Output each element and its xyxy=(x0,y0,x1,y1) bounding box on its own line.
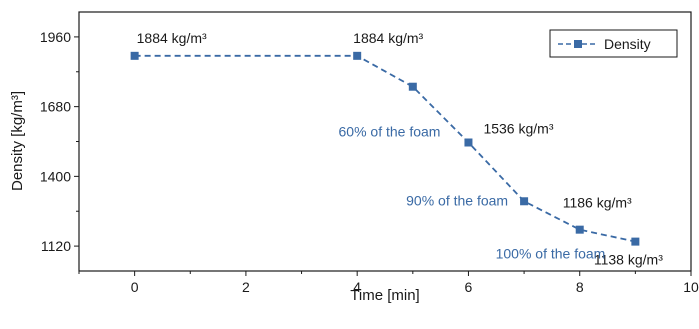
data-point-marker xyxy=(130,51,139,60)
legend: Density xyxy=(549,29,678,58)
data-point-marker xyxy=(631,237,640,246)
legend-label: Density xyxy=(604,36,651,52)
data-label: 1536 kg/m³ xyxy=(483,120,553,136)
series-line-group xyxy=(134,54,636,243)
annotations: 60% of the foam 90% of the foam 100% of th… xyxy=(339,123,606,261)
data-point-marker xyxy=(520,197,529,206)
series-markers xyxy=(130,51,640,246)
data-point-marker xyxy=(464,138,473,147)
x-axis-title: Time [min] xyxy=(350,287,419,304)
axis-ticks xyxy=(74,36,692,276)
data-labels: 1884 kg/m³ 1884 kg/m³ 1536 kg/m³ 1186 kg/m³… xyxy=(137,30,664,268)
x-tick-label-10: 10 xyxy=(683,279,699,295)
data-point-marker xyxy=(353,51,362,60)
density-series-line xyxy=(134,54,636,243)
y-axis-title: Density [kg/m³] xyxy=(9,91,26,191)
data-label: 1138 kg/m³ xyxy=(594,252,663,268)
x-tick-label-6: 6 xyxy=(465,279,473,295)
data-label: 1884 kg/m³ xyxy=(353,30,423,46)
legend-marker xyxy=(574,40,582,48)
x-tick-label-8: 8 xyxy=(576,279,584,295)
data-label: 1884 kg/m³ xyxy=(137,30,207,46)
x-tick-label-4: 4 xyxy=(353,279,361,295)
legend-box xyxy=(549,29,678,58)
y-tick-label-1960: 1960 xyxy=(40,29,71,45)
y-tick-label-1680: 1680 xyxy=(40,99,71,115)
annotation-label: 90% of the foam xyxy=(406,192,508,208)
data-label: 1186 kg/m³ xyxy=(563,195,632,211)
y-tick-label-1120: 1120 xyxy=(41,238,71,254)
x-tick-label-2: 2 xyxy=(242,279,250,295)
y-tick-label-1400: 1400 xyxy=(40,168,71,184)
data-point-marker xyxy=(575,225,584,234)
data-point-marker xyxy=(408,82,417,91)
x-tick-label-0: 0 xyxy=(131,279,139,295)
annotation-label: 60% of the foam xyxy=(339,123,441,139)
annotation-label: 100% of the foam xyxy=(496,246,606,262)
tick-labels: 0 2 4 6 8 10 1120 1400 1680 1960 xyxy=(40,29,699,295)
